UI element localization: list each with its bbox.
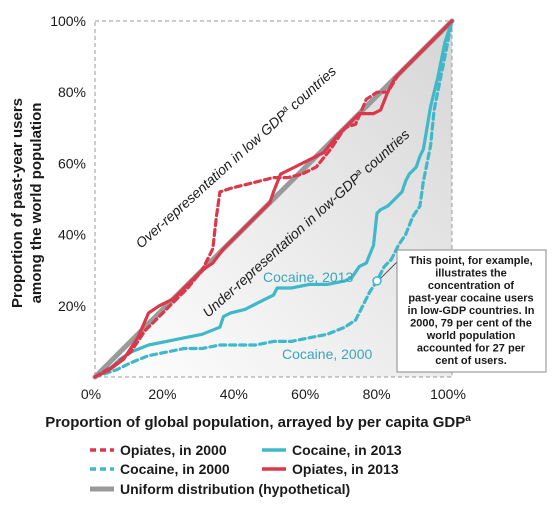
- cocaine-2000-label: Cocaine, 2000: [282, 346, 373, 362]
- annotation-point-marker: [372, 276, 382, 286]
- annotation-line: past-year cocaine users: [408, 293, 533, 305]
- plot-frame: [94, 20, 453, 378]
- y-tick-label: 20%: [58, 298, 86, 314]
- annotation-line: This point, for example,: [409, 255, 532, 267]
- y-tick-label: 80%: [58, 84, 86, 100]
- legend-label: Opiates, in 2000: [120, 442, 227, 458]
- cocaine-2013-label: Cocaine, 2013: [263, 269, 354, 285]
- x-axis-title: Proportion of global population, arrayed…: [45, 413, 471, 431]
- x-tick-label: 40%: [220, 386, 248, 402]
- y-axis-title-line2: among the world population: [28, 103, 45, 304]
- legend-label: Cocaine, in 2013: [292, 442, 402, 458]
- y-axis-title-line1: Proportion of past-year users: [9, 98, 26, 308]
- x-tick-label: 0%: [81, 386, 101, 402]
- series-line: [93, 19, 454, 379]
- y-tick-label: 100%: [50, 13, 86, 29]
- series-line: [93, 19, 454, 379]
- legend-label: Opiates, in 2013: [292, 461, 399, 477]
- annotation-line: world population: [426, 330, 516, 342]
- x-tick-label: 20%: [148, 386, 176, 402]
- annotation-callout: This point, for example,illustrates thec…: [372, 249, 547, 373]
- annotation-text: This point, for example,illustrates thec…: [408, 255, 535, 367]
- annotation-line: in low-GDP countries. In: [408, 305, 535, 317]
- annotation-line: illustrates the: [435, 268, 507, 280]
- annotation-line: concentration of: [428, 280, 515, 292]
- legend: Opiates, in 2000 Cocaine, in 2013 Cocaine,…: [90, 442, 402, 497]
- x-tick-label: 80%: [363, 386, 391, 402]
- x-axis-ticks: 0% 20% 40% 60% 80% 100%: [81, 386, 466, 402]
- y-axis-ticks: 20% 40% 60% 80% 100%: [50, 13, 86, 314]
- x-axis-title-sup: a: [465, 413, 471, 424]
- annotation-line: 2000, 79 per cent of the: [410, 318, 532, 330]
- series-line: [93, 19, 454, 379]
- annotation-leader-line: [379, 261, 398, 280]
- series-lines: [92, 18, 455, 380]
- annotation-line: accounted for 27 per: [417, 343, 526, 355]
- legend-label: Cocaine, in 2000: [120, 461, 230, 477]
- x-tick-label: 60%: [291, 386, 319, 402]
- x-axis-title-text: Proportion of global population, arrayed…: [45, 414, 465, 431]
- annotation-line: cent of users.: [435, 355, 507, 367]
- annotation-box: [396, 249, 547, 373]
- x-tick-label: 100%: [430, 386, 466, 402]
- y-tick-label: 60%: [58, 155, 86, 171]
- y-tick-label: 40%: [58, 227, 86, 243]
- legend-label: Uniform distribution (hypothetical): [120, 481, 350, 497]
